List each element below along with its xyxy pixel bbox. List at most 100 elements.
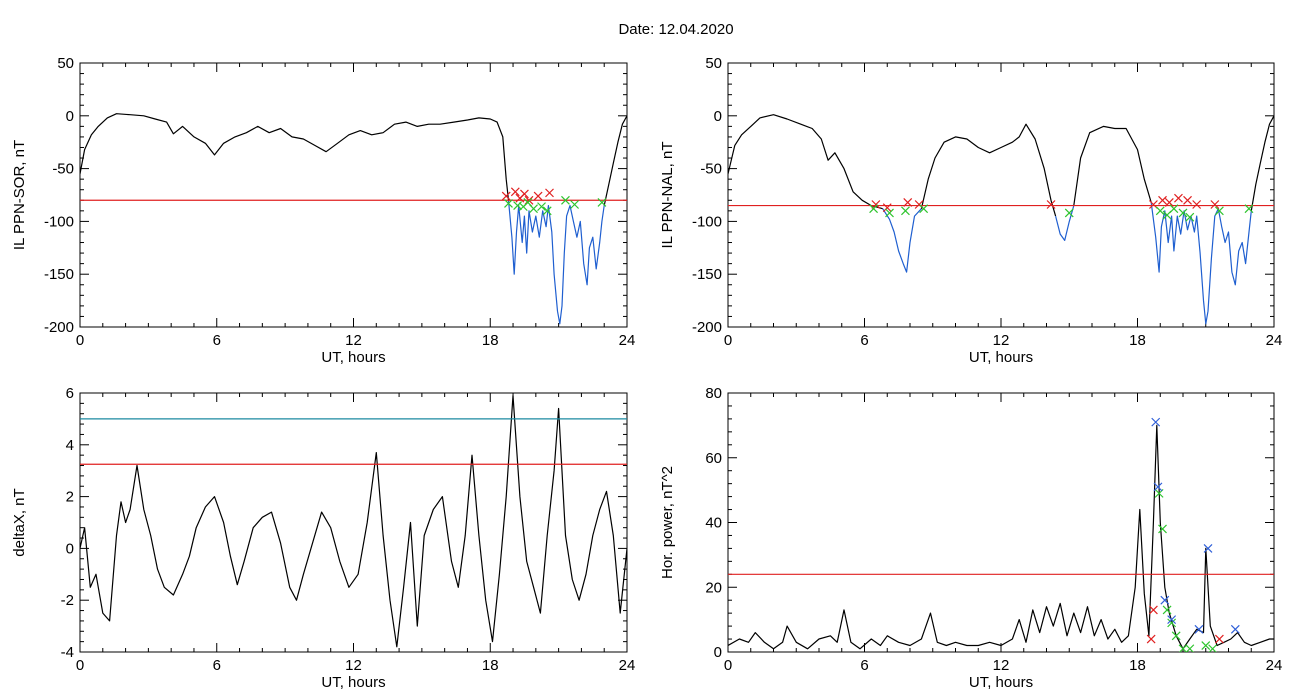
y-tick-label: 4 xyxy=(66,437,74,454)
x-tick-label: 0 xyxy=(724,657,732,674)
plot-frame xyxy=(79,62,628,328)
x-tick-label: 12 xyxy=(345,657,362,674)
x-tick-label: 18 xyxy=(1129,332,1146,349)
event-marker xyxy=(1192,200,1202,209)
event-marker xyxy=(1178,208,1188,218)
x-tick-label: 6 xyxy=(213,332,221,349)
event-marker xyxy=(1214,206,1224,216)
data-line xyxy=(728,114,883,210)
event-marker xyxy=(1155,206,1165,216)
data-line xyxy=(1073,125,1152,206)
chart-nal: 0 6 12 18 24 -200 -150 -100 -50 0 50 UT, hours IL PP… xyxy=(659,55,1282,366)
y-tick-label: -2 xyxy=(61,592,74,609)
data-line xyxy=(80,395,627,648)
event-marker xyxy=(1244,204,1254,214)
event-marker xyxy=(1153,482,1163,492)
event-marker xyxy=(871,200,881,209)
event-marker xyxy=(1178,644,1188,652)
y-tick-label: 50 xyxy=(705,55,722,72)
y-tick-label: 0 xyxy=(714,108,722,125)
y-tick-label: 50 xyxy=(57,55,74,72)
x-tick-label: 6 xyxy=(213,657,221,674)
y-tick-label: 0 xyxy=(66,540,74,557)
event-marker xyxy=(869,204,879,214)
x-tick-label: 24 xyxy=(1266,332,1283,349)
event-marker xyxy=(545,188,554,198)
data-line xyxy=(728,424,1274,650)
event-marker xyxy=(1158,524,1167,534)
event-marker xyxy=(1185,644,1195,652)
y-tick-label: 6 xyxy=(66,385,74,402)
event-marker xyxy=(903,197,913,207)
plot-frame xyxy=(727,62,1275,328)
x-tick-label: 12 xyxy=(993,657,1010,674)
x-tick-label: 18 xyxy=(482,332,499,349)
chart-power: 0 6 12 18 24 0 20 40 60 80 UT, hours Hor. power, nT… xyxy=(659,385,1282,691)
event-marker xyxy=(1146,634,1156,644)
plot-frame xyxy=(727,392,1275,653)
x-tick-label: 0 xyxy=(724,332,732,349)
y-axis-label: IL PPN-NAL, nT xyxy=(659,142,676,249)
y-tick-label: 60 xyxy=(705,450,722,467)
y-tick-label: -200 xyxy=(692,319,722,336)
plot-area xyxy=(728,114,1274,325)
x-tick-label: 18 xyxy=(482,657,499,674)
event-marker xyxy=(1174,193,1183,203)
y-tick-label: -150 xyxy=(692,266,722,283)
plot-area xyxy=(80,113,627,325)
event-marker xyxy=(1160,595,1170,605)
x-tick-label: 24 xyxy=(619,332,636,349)
figure-title: Date: 12.04.2020 xyxy=(618,21,733,38)
event-marker xyxy=(501,191,511,201)
y-tick-label: -150 xyxy=(44,266,74,283)
y-tick-label: -100 xyxy=(44,213,74,230)
plot-frame xyxy=(79,392,628,653)
plot-area xyxy=(728,417,1274,652)
y-tick-label: 20 xyxy=(705,579,722,596)
y-tick-label: -50 xyxy=(700,161,722,178)
event-marker xyxy=(1183,195,1192,205)
event-marker xyxy=(510,187,520,197)
event-marker xyxy=(1208,644,1217,652)
event-marker xyxy=(542,206,552,216)
y-tick-label: -100 xyxy=(692,213,722,230)
y-tick-label: -4 xyxy=(61,644,74,661)
event-marker xyxy=(533,191,543,201)
data-line xyxy=(1150,202,1252,325)
event-marker xyxy=(1149,605,1158,615)
x-tick-label: 0 xyxy=(76,332,84,349)
data-line xyxy=(80,113,510,201)
x-tick-label: 12 xyxy=(345,332,362,349)
event-marker xyxy=(597,197,607,207)
event-marker xyxy=(1194,624,1204,634)
event-marker xyxy=(1162,605,1172,615)
event-marker xyxy=(1210,200,1220,209)
event-marker xyxy=(1151,417,1161,427)
event-marker xyxy=(1185,212,1195,222)
x-axis-label: UT, hours xyxy=(969,674,1033,691)
event-marker xyxy=(561,195,570,205)
y-axis-label: deltaX, nT xyxy=(11,488,28,556)
event-marker xyxy=(885,208,894,218)
x-tick-label: 12 xyxy=(993,332,1010,349)
x-axis-label: UT, hours xyxy=(321,349,385,366)
y-tick-label: 0 xyxy=(66,108,74,125)
y-tick-label: 40 xyxy=(705,515,722,532)
x-tick-label: 6 xyxy=(860,332,868,349)
event-marker xyxy=(1046,200,1056,209)
data-line xyxy=(507,200,605,325)
y-tick-label: -50 xyxy=(52,161,74,178)
data-line xyxy=(603,115,627,206)
plot-area xyxy=(80,395,627,648)
data-line xyxy=(1055,205,1075,241)
event-marker xyxy=(513,201,523,210)
event-marker xyxy=(1201,641,1211,650)
x-tick-label: 24 xyxy=(1266,657,1283,674)
chart-sor: 0 6 12 18 24 -200 -150 -100 -50 0 50 UT, hours IL PP… xyxy=(11,55,635,366)
x-tick-label: 6 xyxy=(860,657,868,674)
event-marker xyxy=(901,206,910,216)
x-axis-label: UT, hours xyxy=(321,674,385,691)
